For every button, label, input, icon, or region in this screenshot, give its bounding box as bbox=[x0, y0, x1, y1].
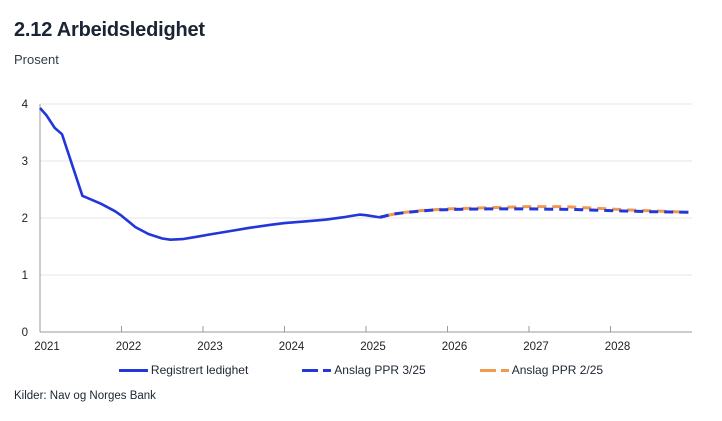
chart-title: 2.12 Arbeidsledighet bbox=[14, 19, 205, 41]
y-tick-label: 0 bbox=[22, 327, 28, 339]
x-tick-label: 2024 bbox=[279, 341, 305, 353]
x-tick-label: 2022 bbox=[116, 341, 142, 353]
y-tick-label: 4 bbox=[22, 99, 29, 111]
x-tick-label: 2028 bbox=[605, 341, 631, 353]
y-tick-label: 2 bbox=[22, 213, 28, 225]
y-tick-label: 1 bbox=[22, 270, 28, 282]
chart-subtitle: Prosent bbox=[14, 52, 59, 67]
x-tick-label: 2023 bbox=[197, 341, 223, 353]
legend-item-registrert-ledighet: Registrert ledighet bbox=[118, 363, 249, 377]
legend-label: Registrert ledighet bbox=[150, 363, 249, 377]
x-tick-label: 2021 bbox=[34, 341, 60, 353]
legend-item-anslag-ppr-3-25: Anslag PPR 3/25 bbox=[302, 363, 426, 377]
source-note: Kilder: Nav og Norges Bank bbox=[14, 390, 156, 402]
legend-swatch-solid-blue-line bbox=[118, 368, 148, 372]
x-tick-label: 2025 bbox=[360, 341, 386, 353]
x-tick-label: 2026 bbox=[442, 341, 468, 353]
legend-swatch-dashed-blue-line bbox=[302, 368, 332, 372]
y-tick-label: 3 bbox=[22, 156, 28, 168]
legend-label: Anslag PPR 3/25 bbox=[334, 363, 426, 377]
line-chart-plot: 0 1 2 3 4 2021 2022 2023 2024 2025 2026 2027 2028 bbox=[22, 99, 692, 353]
chart-legend: Registrert ledighet Anslag PPR 3/25 Ansl… bbox=[0, 361, 722, 379]
x-tick-label: 2027 bbox=[523, 341, 549, 353]
series-line-solid-0 bbox=[39, 107, 381, 241]
series-line-dashed-1 bbox=[379, 207, 689, 219]
legend-item-anslag-ppr-2-25: Anslag PPR 2/25 bbox=[479, 363, 604, 377]
legend-swatch-dashed-orange-line bbox=[479, 368, 509, 372]
legend-label: Anslag PPR 2/25 bbox=[511, 363, 604, 377]
